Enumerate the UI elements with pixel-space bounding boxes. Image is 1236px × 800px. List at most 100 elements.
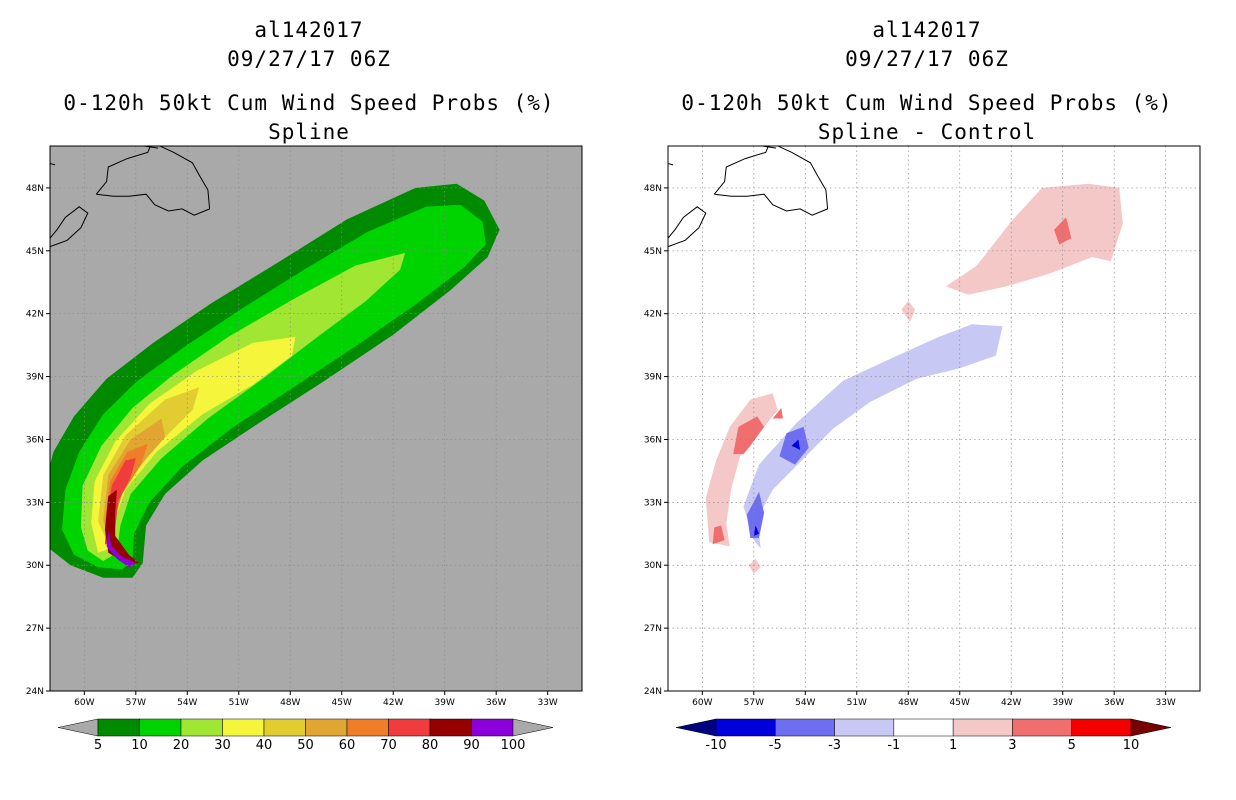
x-tick-label: 33W — [537, 698, 557, 708]
contour-neg5 — [753, 525, 759, 536]
colorbar-swatch — [305, 718, 348, 737]
x-tick-label: 57W — [126, 698, 146, 708]
colorbar-swatch — [180, 718, 223, 737]
contour-3 — [772, 408, 783, 419]
y-tick-label: 48N — [644, 184, 662, 194]
colorbar-label: 90 — [463, 738, 480, 753]
contour-3 — [712, 525, 725, 545]
contour-10 — [62, 204, 486, 570]
x-tick-label: 60W — [74, 698, 94, 708]
contour-1 — [901, 301, 916, 323]
coastline — [629, 119, 829, 248]
contour-neg3 — [746, 491, 765, 538]
colorbar-label: -1 — [887, 738, 900, 753]
plot-frame — [49, 145, 583, 692]
coastline-segment — [713, 146, 829, 216]
x-tick-label: 51W — [847, 698, 867, 708]
x-tick-label: 45W — [332, 698, 352, 708]
plot-frame — [667, 145, 1201, 692]
y-tick-label: 30N — [26, 561, 44, 571]
colorbar-label: -10 — [705, 738, 726, 753]
colorbar-label: 60 — [339, 738, 356, 753]
colorbar-label: 70 — [380, 738, 397, 753]
colorbar-label: 20 — [173, 738, 190, 753]
colorbar-swatch — [1012, 718, 1072, 737]
y-tick-label: 24N — [26, 687, 44, 697]
y-tick-label: 39N — [644, 373, 662, 383]
y-tick-label: 30N — [644, 561, 662, 571]
colorbar-swatch — [471, 718, 514, 737]
y-tick-label: 36N — [644, 435, 662, 445]
colorbar-swatch — [97, 718, 140, 737]
y-tick-label: 39N — [26, 373, 44, 383]
x-tick-label: 42W — [383, 698, 403, 708]
colorbar-swatch — [429, 718, 472, 737]
x-tick-label: 42W — [1001, 698, 1021, 708]
coastline-segment — [668, 206, 707, 248]
contour-neg5 — [791, 439, 801, 450]
contour-layer — [705, 183, 1123, 574]
x-tick-label: 39W — [1053, 698, 1073, 708]
colorbar-label: 80 — [422, 738, 439, 753]
colorbar-swatch — [775, 718, 835, 737]
colorbar-swatch — [834, 718, 895, 737]
contour-50 — [103, 418, 165, 543]
colorbar-swatch — [139, 718, 182, 737]
colorbar-label: 10 — [131, 738, 148, 753]
coastline-segment — [50, 206, 89, 248]
x-tick-label: 48W — [898, 698, 918, 708]
y-tick-label: 27N — [644, 624, 662, 634]
colorbar-swatch — [893, 718, 954, 737]
y-tick-label: 27N — [26, 624, 44, 634]
x-tick-label: 33W — [1155, 698, 1175, 708]
difference-panel: al142017 09/27/17 06Z 0-120h 50kt Cum Wi… — [618, 0, 1236, 800]
contour-40 — [98, 387, 200, 545]
colorbar-label: 40 — [256, 738, 273, 753]
y-tick-label: 33N — [26, 498, 44, 508]
grid — [50, 146, 582, 691]
datetime: 09/27/17 06Z — [845, 47, 1009, 71]
y-tick-label: 42N — [26, 310, 44, 320]
storm-id: al142017 — [254, 18, 364, 42]
spline-panel: al142017 09/27/17 06Z 0-120h 50kt Cum Wi… — [11, 18, 583, 753]
contour-60 — [104, 443, 148, 543]
colorbar-extend-low — [57, 718, 99, 737]
y-tick-label: 24N — [644, 687, 662, 697]
y-tick-label: 42N — [644, 310, 662, 320]
x-tick-label: 54W — [795, 698, 815, 708]
x-tick-label: 54W — [177, 698, 197, 708]
x-tick-label: 51W — [229, 698, 249, 708]
coastline-segment — [95, 146, 211, 216]
datetime: 09/27/17 06Z — [227, 47, 391, 71]
x-tick-label: 45W — [950, 698, 970, 708]
colorbar-label: 1 — [949, 738, 957, 753]
colorbar-label: 5 — [1068, 738, 1076, 753]
x-tick-label: 60W — [692, 698, 712, 708]
chart-subtitle: Spline — [268, 120, 350, 144]
coastline-segment — [143, 146, 159, 149]
contour-3 — [733, 416, 765, 455]
y-tick-label: 36N — [26, 435, 44, 445]
colorbar-swatch — [263, 718, 306, 737]
colorbar-label: 5 — [94, 738, 102, 753]
coastline-segment — [11, 119, 136, 146]
y-tick-label: 45N — [644, 247, 662, 257]
colorbar-label: 10 — [1123, 738, 1140, 753]
colorbar-label: 100 — [501, 738, 526, 753]
colorbar-label: 30 — [214, 738, 231, 753]
y-tick-label: 45N — [26, 247, 44, 257]
contour-1 — [748, 558, 761, 574]
colorbar-extend-high — [512, 718, 554, 737]
colorbar-swatch — [388, 718, 431, 737]
y-tick-label: 48N — [26, 184, 44, 194]
x-tick-label: 36W — [1104, 698, 1124, 708]
storm-id: al142017 — [872, 18, 982, 42]
x-tick-label: 57W — [744, 698, 764, 708]
colorbar-label: -5 — [769, 738, 782, 753]
coastline-segment — [629, 119, 754, 146]
colorbar-swatch — [952, 718, 1013, 737]
chart-title: 0-120h 50kt Cum Wind Speed Probs (%) — [63, 91, 555, 115]
contour-3 — [1054, 217, 1072, 245]
contour-80 — [104, 489, 140, 564]
coastline — [11, 119, 211, 248]
